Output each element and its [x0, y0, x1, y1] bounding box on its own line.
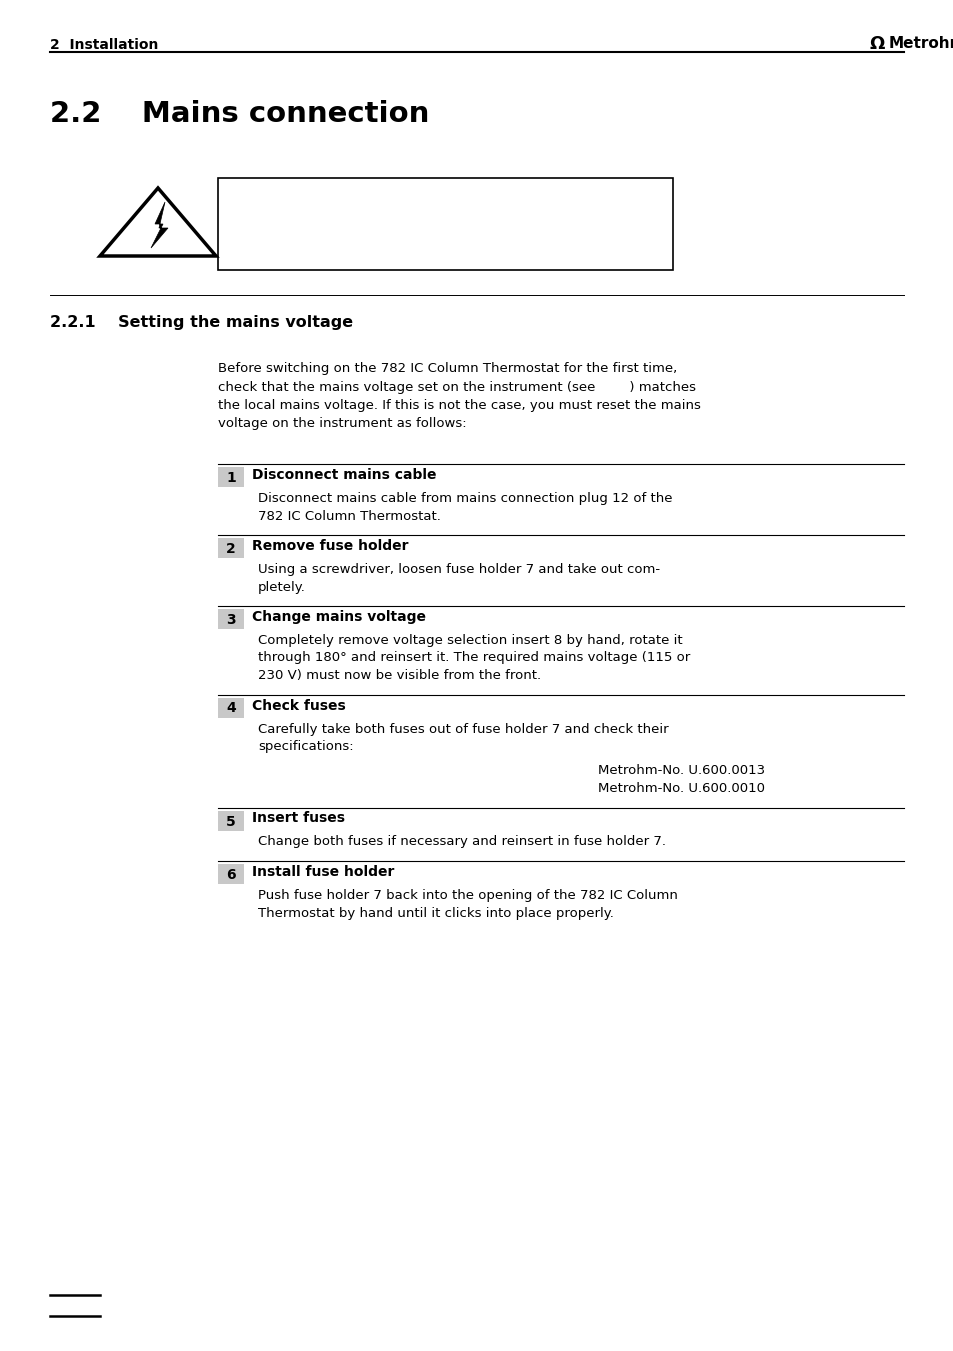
Text: 1: 1	[226, 471, 235, 485]
Text: through 180° and reinsert it. The required mains voltage (115 or: through 180° and reinsert it. The requir…	[257, 651, 690, 665]
Text: Metrohm-No. U.600.0013: Metrohm-No. U.600.0013	[598, 763, 764, 777]
Text: pletely.: pletely.	[257, 581, 306, 593]
Text: check that the mains voltage set on the instrument (see        ) matches: check that the mains voltage set on the …	[218, 381, 696, 393]
Text: Insert fuses: Insert fuses	[252, 812, 345, 825]
FancyBboxPatch shape	[218, 538, 244, 558]
FancyBboxPatch shape	[218, 467, 244, 486]
Text: 782 IC Column Thermostat.: 782 IC Column Thermostat.	[257, 509, 440, 523]
Text: Install fuse holder: Install fuse holder	[252, 865, 394, 880]
Text: Completely remove voltage selection insert 8 by hand, rotate it: Completely remove voltage selection inse…	[257, 634, 682, 647]
Text: 6: 6	[226, 867, 235, 882]
Text: Carefully take both fuses out of fuse holder 7 and check their: Carefully take both fuses out of fuse ho…	[257, 723, 668, 735]
FancyBboxPatch shape	[218, 811, 244, 831]
Text: Check fuses: Check fuses	[252, 698, 345, 712]
Text: Thermostat by hand until it clicks into place properly.: Thermostat by hand until it clicks into …	[257, 907, 613, 920]
Text: 2.2    Mains connection: 2.2 Mains connection	[50, 100, 429, 128]
Text: 230 V) must now be visible from the front.: 230 V) must now be visible from the fron…	[257, 669, 540, 682]
Text: Disconnect mains cable from mains connection plug 12 of the: Disconnect mains cable from mains connec…	[257, 492, 672, 505]
Text: Metrohm: Metrohm	[888, 36, 953, 51]
Text: 3: 3	[226, 613, 235, 627]
Text: 4: 4	[226, 701, 235, 716]
Text: Before switching on the 782 IC Column Thermostat for the first time,: Before switching on the 782 IC Column Th…	[218, 362, 677, 376]
FancyBboxPatch shape	[218, 697, 244, 717]
Text: Ω: Ω	[869, 35, 884, 53]
FancyBboxPatch shape	[218, 609, 244, 630]
FancyBboxPatch shape	[218, 178, 672, 270]
Text: 5: 5	[226, 815, 235, 828]
Text: 2.2.1    Setting the mains voltage: 2.2.1 Setting the mains voltage	[50, 315, 353, 330]
FancyBboxPatch shape	[218, 865, 244, 884]
Text: specifications:: specifications:	[257, 740, 354, 753]
Text: 2  Installation: 2 Installation	[50, 38, 158, 51]
Text: Remove fuse holder: Remove fuse holder	[252, 539, 408, 553]
Text: Using a screwdriver, loosen fuse holder 7 and take out com-: Using a screwdriver, loosen fuse holder …	[257, 563, 659, 576]
Text: voltage on the instrument as follows:: voltage on the instrument as follows:	[218, 417, 466, 431]
Text: the local mains voltage. If this is not the case, you must reset the mains: the local mains voltage. If this is not …	[218, 399, 700, 412]
Text: Change mains voltage: Change mains voltage	[252, 611, 426, 624]
Polygon shape	[151, 203, 168, 249]
Text: Metrohm-No. U.600.0010: Metrohm-No. U.600.0010	[598, 781, 764, 794]
Text: 2: 2	[226, 542, 235, 557]
Text: Push fuse holder 7 back into the opening of the 782 IC Column: Push fuse holder 7 back into the opening…	[257, 889, 678, 902]
Text: Disconnect mains cable: Disconnect mains cable	[252, 467, 436, 482]
Text: Change both fuses if necessary and reinsert in fuse holder 7.: Change both fuses if necessary and reins…	[257, 835, 665, 848]
